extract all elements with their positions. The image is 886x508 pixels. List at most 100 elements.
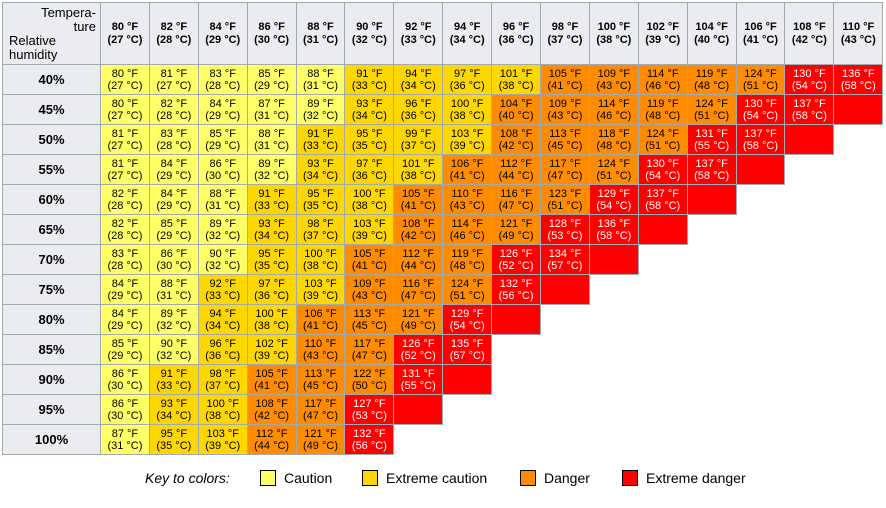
heat-index-cell: 113 °F (45 °C) bbox=[540, 124, 590, 155]
heat-index-c: (33 °C) bbox=[303, 139, 338, 152]
empty-cell bbox=[784, 244, 834, 275]
empty-cell bbox=[833, 244, 883, 275]
temp-f-label: 92 °F bbox=[405, 20, 432, 33]
heat-index-c: (31 °C) bbox=[156, 289, 192, 302]
heat-index-c: (30 °C) bbox=[205, 169, 241, 182]
legend-item: Danger bbox=[520, 468, 590, 488]
heat-index-c: (47 °C) bbox=[400, 289, 436, 302]
heat-index-c: (58 °C) bbox=[645, 199, 681, 212]
heat-index-f: 129 °F bbox=[597, 187, 631, 200]
heat-index-c: (29 °C) bbox=[107, 289, 143, 302]
heat-index-cell: 95 °F (35 °C) bbox=[148, 424, 199, 455]
heat-index-f: 105 °F bbox=[255, 367, 288, 380]
heat-index-cell: 123 °F (51 °C) bbox=[540, 184, 590, 215]
empty-cell bbox=[687, 304, 737, 335]
temp-f-label: 98 °F bbox=[551, 20, 579, 33]
heat-index-cell: 136 °F (58 °C) bbox=[588, 214, 639, 245]
heat-index-f: 136 °F bbox=[597, 217, 631, 230]
empty-cell bbox=[833, 274, 883, 305]
heat-index-cell: 93 °F (34 °C) bbox=[148, 394, 199, 425]
heat-index-c: (57 °C) bbox=[449, 349, 485, 362]
heat-index-f: 99 °F bbox=[405, 127, 432, 140]
empty-cell bbox=[638, 424, 688, 455]
heat-index-f: 119 °F bbox=[451, 247, 484, 260]
humidity-row-header: 40% bbox=[2, 64, 101, 95]
heat-index-f: 86 °F bbox=[111, 397, 139, 410]
temp-c-label: (32 °C) bbox=[351, 33, 387, 46]
heat-index-f: 98 °F bbox=[209, 367, 236, 380]
heat-index-f: 108 °F bbox=[499, 127, 533, 140]
temp-f-label: 108 °F bbox=[793, 20, 826, 33]
empty-cell bbox=[687, 214, 737, 245]
heat-index-f: 106 °F bbox=[304, 307, 337, 320]
heat-index-cell: 103 °F (39 °C) bbox=[197, 424, 248, 455]
heat-index-cell: 100 °F (38 °C) bbox=[246, 304, 297, 335]
temp-c-label: (33 °C) bbox=[400, 33, 436, 46]
empty-cell bbox=[540, 334, 590, 365]
heat-index-f: 108 °F bbox=[255, 397, 288, 410]
heat-index-cell: 114 °F (46 °C) bbox=[637, 64, 688, 95]
heat-index-c: (42 °C) bbox=[400, 229, 436, 242]
empty-cell bbox=[736, 364, 785, 395]
heat-index-c: (29 °C) bbox=[107, 349, 143, 362]
empty-cell bbox=[833, 364, 883, 395]
heat-index-c: (27 °C) bbox=[156, 79, 192, 92]
humidity-row-header: 45% bbox=[2, 94, 101, 125]
heat-index-cell: 97 °F (36 °C) bbox=[246, 274, 297, 305]
empty-cell bbox=[638, 274, 688, 305]
heat-index-f: 85 °F bbox=[209, 127, 236, 140]
temperature-header-row: Tempera-ture Relative humidity 80 °F (27 °… bbox=[2, 2, 884, 65]
heat-index-cell: 101 °F (38 °C) bbox=[491, 64, 542, 95]
heat-index-blank-cell bbox=[393, 394, 444, 425]
legend-label: Danger bbox=[544, 470, 590, 486]
temperature-column-header: 100 °F (38 °C) bbox=[588, 2, 639, 65]
heat-index-cell: 124 °F (51 °C) bbox=[442, 274, 493, 305]
heat-index-c: (34 °C) bbox=[351, 109, 387, 122]
heat-index-f: 85 °F bbox=[160, 217, 188, 230]
empty-cell bbox=[784, 364, 834, 395]
table-row: 75% 84 °F (29 °C) 88 °F (31 °C) 92 °F (33 °C) 9… bbox=[2, 274, 883, 305]
heat-index-cell: 105 °F (41 °C) bbox=[246, 364, 297, 395]
table-row: 45% 80 °F (27 °C) 82 °F (28 °C) 84 °F (29 °C) 8… bbox=[2, 94, 884, 125]
legend-label: Caution bbox=[284, 470, 333, 486]
heat-index-f: 110 °F bbox=[304, 337, 337, 350]
empty-cell bbox=[393, 424, 443, 455]
heat-index-f: 96 °F bbox=[209, 337, 236, 350]
heat-index-f: 110 °F bbox=[451, 187, 484, 200]
empty-cell bbox=[687, 334, 737, 365]
heat-index-c: (50 °C) bbox=[351, 379, 387, 392]
heat-index-c: (46 °C) bbox=[596, 109, 632, 122]
heat-index-cell: 89 °F (32 °C) bbox=[295, 94, 346, 125]
empty-cell bbox=[589, 304, 639, 335]
heat-index-f: 89 °F bbox=[307, 97, 334, 110]
heat-index-f: 128 °F bbox=[548, 217, 582, 230]
empty-cell bbox=[442, 394, 492, 425]
heat-index-cell: 113 °F (45 °C) bbox=[344, 304, 395, 335]
heat-index-cell: 93 °F (34 °C) bbox=[295, 154, 346, 185]
heat-index-cell: 97 °F (36 °C) bbox=[344, 154, 395, 185]
legend-swatch bbox=[362, 470, 378, 486]
temp-c-label: (41 °C) bbox=[743, 33, 778, 46]
humidity-row-header: 95% bbox=[2, 394, 101, 425]
heat-index-c: (29 °C) bbox=[156, 169, 192, 182]
heat-index-c: (52 °C) bbox=[498, 259, 534, 272]
heat-index-c: (31 °C) bbox=[205, 199, 241, 212]
heat-index-c: (31 °C) bbox=[107, 439, 143, 452]
temperature-column-header: 96 °F (36 °C) bbox=[491, 2, 542, 65]
heat-index-f: 101 °F bbox=[402, 157, 435, 170]
heat-index-c: (41 °C) bbox=[254, 379, 290, 392]
empty-cell bbox=[540, 304, 590, 335]
heat-index-cell: 95 °F (35 °C) bbox=[246, 244, 297, 275]
heat-index-f: 114 °F bbox=[451, 217, 484, 230]
heat-index-cell: 83 °F (28 °C) bbox=[100, 244, 150, 275]
heat-index-c: (43 °C) bbox=[547, 109, 583, 122]
heat-index-f: 104 °F bbox=[499, 97, 533, 110]
heat-index-f: 134 °F bbox=[548, 247, 582, 260]
heat-index-cell: 86 °F (30 °C) bbox=[100, 364, 150, 395]
heat-index-c: (58 °C) bbox=[791, 109, 827, 122]
temp-f-label: 96 °F bbox=[502, 20, 530, 33]
heat-index-c: (54 °C) bbox=[743, 109, 778, 122]
heat-index-c: (39 °C) bbox=[351, 229, 387, 242]
heat-index-cell: 82 °F (28 °C) bbox=[100, 214, 150, 245]
heat-index-cell: 93 °F (34 °C) bbox=[246, 214, 297, 245]
